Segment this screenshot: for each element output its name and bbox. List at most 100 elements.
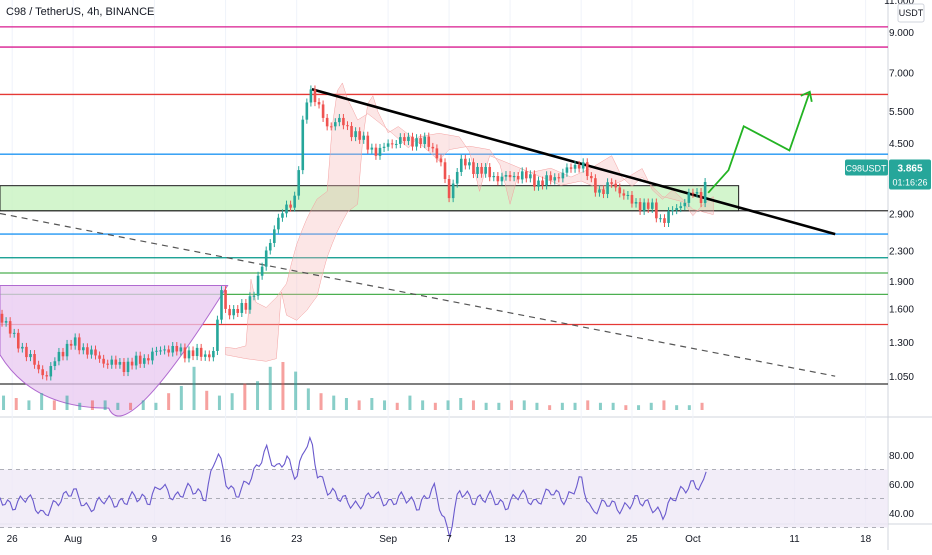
candle-body: [614, 183, 618, 188]
price-tick-label: 4.500: [889, 139, 914, 150]
candle-body: [553, 177, 557, 181]
volume-bar: [90, 400, 94, 410]
candle-body: [220, 290, 223, 320]
time-tick-label: 25: [626, 534, 638, 545]
candle-body: [333, 122, 337, 127]
candle-body: [240, 303, 244, 313]
volume-bar: [65, 395, 69, 410]
candle-body: [516, 175, 520, 180]
candle-body: [407, 136, 410, 142]
candle-body: [264, 250, 268, 267]
time-tick-label: 11: [789, 534, 800, 545]
dashed-trendline[interactable]: [0, 212, 836, 377]
volume-bar: [611, 402, 615, 410]
candle-body: [695, 191, 699, 194]
ichimoku-cloud: [225, 82, 714, 362]
price-tick-label: 1.050: [889, 372, 914, 383]
candle-body: [187, 350, 191, 359]
symbol-badge-text: C98USDT: [845, 163, 887, 173]
candle-body: [325, 117, 329, 127]
volume-bar: [116, 402, 120, 410]
candle-body: [212, 350, 215, 358]
candle-body: [492, 176, 496, 178]
candle-body: [659, 218, 662, 220]
volume-bar: [179, 386, 183, 410]
candle-body: [73, 337, 77, 346]
candle-body: [533, 174, 536, 187]
candle-body: [541, 180, 544, 186]
candle-body: [252, 295, 256, 297]
candle-body: [297, 170, 301, 196]
candle-body: [590, 176, 593, 179]
candle-body: [167, 349, 170, 353]
candle-body: [394, 143, 398, 145]
candle-body: [175, 345, 179, 352]
candle-countdown: 01:16:26: [892, 177, 927, 187]
volume-bar: [471, 400, 475, 410]
volume-bar: [687, 405, 691, 410]
volume-bar: [548, 405, 552, 410]
candle-body: [61, 351, 65, 357]
candle-body: [569, 167, 573, 169]
candle-body: [508, 175, 512, 178]
candle-body: [224, 290, 227, 309]
candle-body: [545, 175, 548, 186]
candle-body: [130, 361, 134, 366]
candle-body: [69, 343, 73, 346]
rsi-tick-label: 60.00: [889, 480, 914, 491]
candle-body: [419, 138, 422, 145]
candle-body: [228, 308, 231, 316]
candle-body: [57, 351, 61, 362]
candle-body: [118, 361, 122, 365]
price-tick-label: 2.900: [889, 209, 914, 220]
candle-body: [646, 202, 650, 209]
volume-bar: [78, 402, 82, 410]
price-tick-label: 2.300: [889, 247, 914, 258]
volume-bar: [256, 381, 260, 410]
time-tick-label: 20: [576, 534, 588, 545]
candle-body: [151, 351, 154, 361]
projection-path[interactable]: [707, 91, 811, 194]
volume-bar: [484, 402, 488, 410]
currency-label: USDT: [899, 8, 924, 18]
time-tick-label: Oct: [685, 534, 701, 545]
currency-badge[interactable]: [897, 3, 925, 23]
volume-bar: [535, 402, 539, 410]
candle-body: [374, 147, 378, 156]
current-price-badge: [889, 159, 931, 190]
candle-body: [159, 350, 162, 352]
candle-body: [642, 202, 646, 211]
candle-body: [476, 166, 479, 174]
candle-body: [126, 361, 130, 373]
volume-bar: [332, 395, 336, 410]
rsi-tick-label: 40.00: [889, 509, 914, 520]
volume-bar: [522, 400, 526, 410]
candle-body: [321, 104, 325, 118]
candle-body: [378, 147, 382, 156]
candle-body: [585, 162, 589, 177]
candle-body: [77, 337, 81, 351]
candle-body: [281, 213, 284, 218]
candle-body: [638, 202, 642, 211]
candle-body: [529, 174, 532, 179]
candle-body: [427, 136, 431, 147]
candle-body: [102, 358, 105, 364]
volume-bar: [586, 400, 590, 410]
candle-body: [464, 158, 467, 166]
candle-body: [0, 313, 4, 323]
candle-body: [439, 158, 443, 163]
volume-bar: [662, 400, 666, 410]
time-tick-label: 13: [504, 534, 516, 545]
candle-body: [598, 189, 601, 193]
candle-body: [199, 347, 203, 357]
volume-bar: [700, 402, 704, 410]
candle-body: [142, 358, 146, 364]
volume-bar: [560, 402, 564, 410]
descending-trendline[interactable]: [311, 87, 836, 236]
candle-body: [703, 181, 707, 204]
candle-body: [155, 350, 158, 352]
candle-body: [549, 175, 552, 181]
price-tick-label: 1.900: [889, 277, 914, 288]
